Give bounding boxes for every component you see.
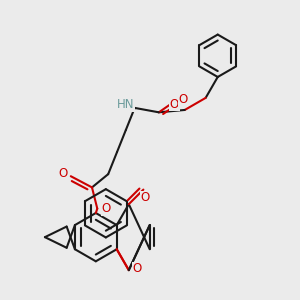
- Text: O: O: [132, 262, 142, 275]
- Text: O: O: [58, 167, 67, 180]
- Text: O: O: [140, 191, 149, 204]
- Text: O: O: [170, 98, 179, 111]
- Text: O: O: [101, 202, 111, 215]
- Text: HN: HN: [117, 98, 135, 112]
- Text: O: O: [178, 93, 188, 106]
